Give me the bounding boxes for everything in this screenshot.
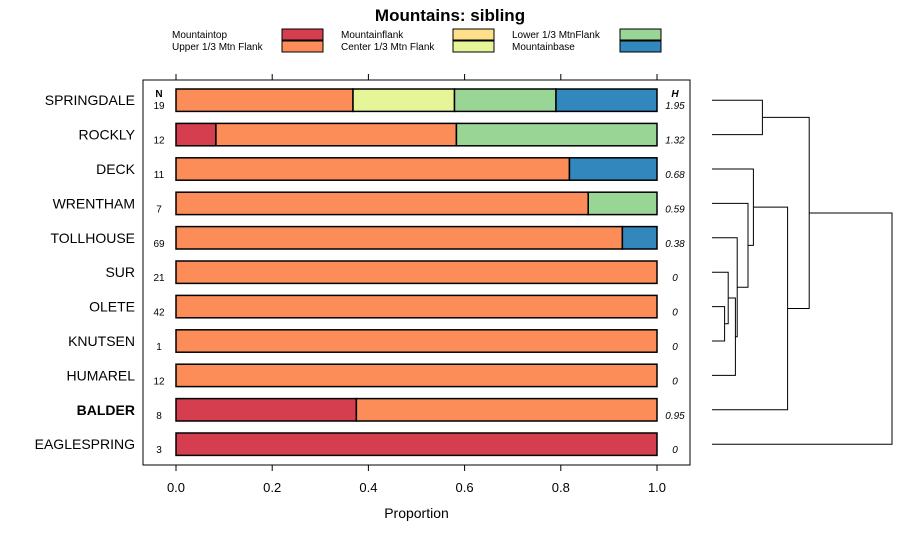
n-value-wrentham: 7 (156, 204, 162, 215)
legend-label-0: Mountaintop (172, 30, 227, 41)
dendrogram-link-8 (762, 116, 810, 309)
n-header: N (155, 89, 162, 100)
row-label-sur: SUR (105, 264, 135, 280)
h-value-wrentham: 0.59 (665, 204, 685, 215)
row-label-olete: OLETE (89, 299, 135, 315)
n-value-olete: 42 (153, 308, 165, 319)
row-label-deck: DECK (96, 161, 136, 177)
bar-segment-knutsen-1 (175, 329, 658, 353)
row-label-eaglespring: EAGLESPRING (35, 436, 135, 452)
x-tick-label-1: 0.2 (263, 480, 281, 495)
h-value-olete: 0 (672, 308, 678, 319)
x-tick-label-2: 0.4 (359, 480, 377, 495)
bar-segment-rockly-4 (455, 122, 658, 147)
dendrogram-link-1 (712, 306, 726, 342)
h-header: H (671, 89, 679, 100)
bar-segment-wrentham-4 (587, 191, 658, 216)
h-value-tollhouse: 0.38 (665, 239, 685, 250)
h-value-deck: 0.68 (665, 170, 685, 181)
row-labels: N H SPRINGDALE 19 1.95 ROCKLY 12 1.32 DECK 11 0.68… (35, 89, 686, 456)
legend-swatch-5 (619, 40, 662, 53)
n-value-knutsen: 1 (156, 342, 162, 353)
x-axis: 0.0 0.2 0.4 0.6 0.8 1.0 Proportion (167, 74, 666, 521)
n-value-sur: 21 (153, 273, 165, 284)
bar-segment-rockly-0 (175, 122, 217, 147)
n-value-eaglespring: 3 (156, 445, 162, 456)
bar-segment-balder-0 (175, 397, 358, 422)
legend-label-2: Mountainflank (341, 30, 404, 41)
legend-label-1: Upper 1/3 Mtn Flank (172, 42, 264, 53)
bars (175, 88, 658, 457)
bar-segment-balder-1 (355, 397, 658, 422)
dendrogram-link-9 (712, 212, 893, 445)
n-value-springdale: 19 (153, 101, 165, 112)
plot-panel (142, 79, 691, 466)
dendrogram (712, 99, 893, 445)
bar-segment-springdale-3 (352, 88, 456, 113)
bar-segment-springdale-5 (555, 88, 658, 113)
dendrogram-link-5 (712, 202, 749, 288)
legend-swatch-1 (281, 40, 324, 53)
h-value-rockly: 1.32 (665, 136, 685, 147)
row-label-wrentham: WRENTHAM (53, 195, 135, 211)
legend-swatch-3 (452, 40, 495, 53)
h-value-knutsen: 0 (672, 342, 678, 353)
panel-border (142, 79, 691, 466)
bar-segment-tollhouse-1 (175, 225, 624, 250)
bar-segment-deck-1 (175, 157, 571, 181)
h-value-humarel: 0 (672, 376, 678, 387)
bar-segment-eaglespring-0 (175, 432, 658, 457)
bar-segment-sur-1 (175, 260, 658, 285)
n-value-tollhouse: 69 (153, 239, 165, 250)
n-value-humarel: 12 (153, 376, 165, 387)
dendrogram-link-0 (712, 99, 763, 136)
x-tick-label-5: 1.0 (648, 480, 666, 495)
x-tick-label-3: 0.6 (456, 480, 474, 495)
legend-label-5: Mountainbase (512, 42, 575, 53)
bar-segment-olete-1 (175, 294, 658, 319)
n-value-balder: 8 (156, 411, 162, 422)
bar-segment-humarel-1 (175, 363, 658, 388)
row-label-balder: BALDER (77, 402, 135, 418)
bar-segment-springdale-4 (453, 88, 557, 113)
bar-segment-wrentham-1 (175, 191, 589, 216)
h-value-sur: 0 (672, 273, 678, 284)
x-tick-label-0: 0.0 (167, 480, 185, 495)
row-label-humarel: HUMAREL (67, 367, 136, 383)
row-label-springdale: SPRINGDALE (45, 92, 135, 108)
legend-swatch-2 (452, 28, 495, 41)
x-tick-label-4: 0.8 (552, 480, 570, 495)
dendrogram-link-2 (712, 271, 729, 325)
n-value-deck: 11 (154, 170, 165, 181)
bar-segment-springdale-1 (175, 88, 354, 113)
bar-segment-tollhouse-5 (621, 225, 658, 250)
legend-swatch-4 (619, 28, 662, 41)
legend-label-3: Center 1/3 Mtn Flank (341, 42, 435, 53)
row-label-tollhouse: TOLLHOUSE (50, 230, 135, 246)
h-value-balder: 0.95 (665, 411, 685, 422)
row-label-knutsen: KNUTSEN (68, 333, 135, 349)
n-value-rockly: 12 (153, 136, 165, 147)
dendrogram-link-6 (712, 168, 754, 246)
row-label-rockly: ROCKLY (78, 127, 135, 143)
chart-title: Mountains: sibling (375, 6, 525, 25)
legend-swatch-0 (281, 28, 324, 41)
x-axis-label: Proportion (384, 505, 449, 521)
bar-segment-deck-5 (568, 157, 658, 181)
dendrogram-link-3 (712, 297, 736, 376)
legend-label-4: Lower 1/3 MtnFlank (512, 30, 601, 41)
h-value-eaglespring: 0 (672, 445, 678, 456)
h-value-springdale: 1.95 (665, 101, 685, 112)
bar-segment-rockly-1 (215, 122, 458, 147)
